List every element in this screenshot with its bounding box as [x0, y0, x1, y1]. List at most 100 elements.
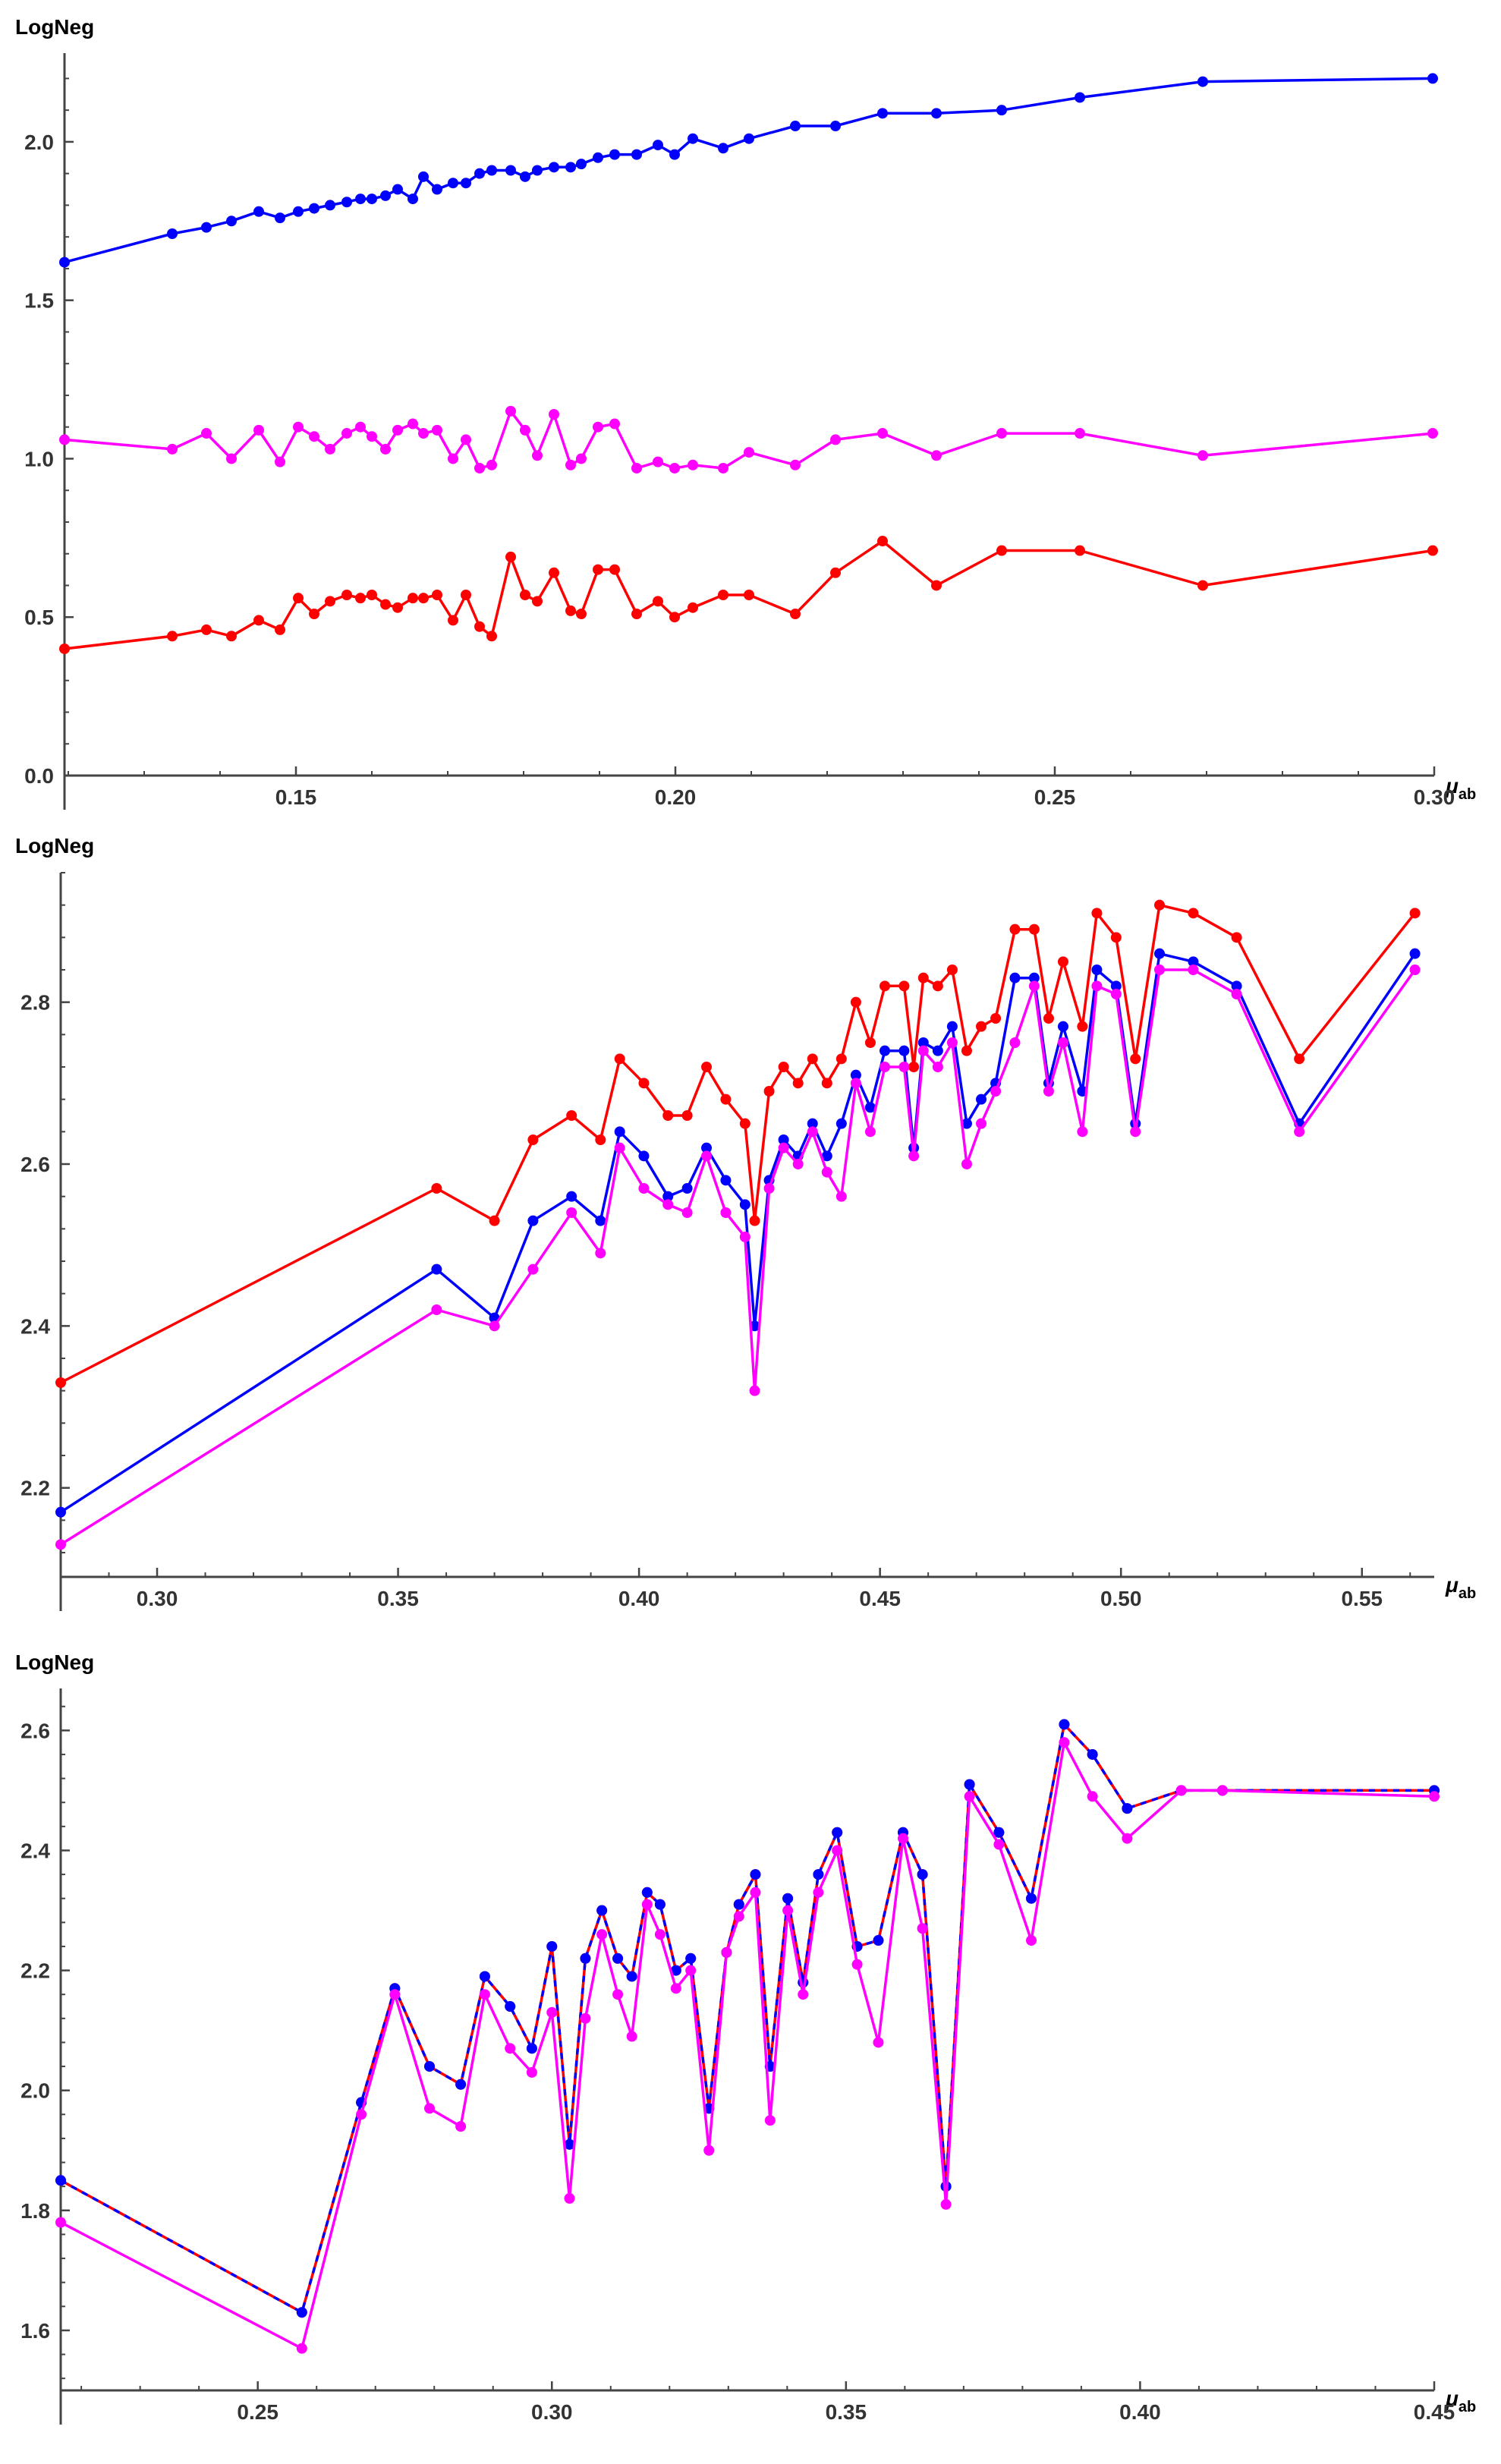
x-tick-label: 0.55	[1341, 1587, 1383, 1610]
data-point	[293, 206, 304, 217]
data-point	[932, 1045, 943, 1056]
series-line	[60, 968, 1417, 1546]
data-point	[720, 1175, 732, 1186]
data-point	[778, 1062, 789, 1072]
data-point	[1429, 1791, 1440, 1802]
data-point	[763, 1086, 775, 1097]
data-point	[908, 1062, 920, 1072]
data-point	[1057, 956, 1068, 968]
data-point	[614, 1142, 625, 1153]
data-point	[669, 149, 680, 160]
data-point	[764, 2115, 776, 2126]
data-point	[431, 1183, 442, 1194]
data-point	[527, 1134, 539, 1145]
data-point	[1231, 980, 1242, 992]
chart-panel-3: LogNeg μab 0.25 0.30 0.35 0.40 0.45 1.6 1.8 2.0…	[15, 1651, 1476, 2425]
data-point	[813, 1887, 824, 1898]
data-point	[898, 1045, 910, 1056]
data-point	[55, 1377, 66, 1388]
data-point	[474, 621, 485, 632]
data-point	[392, 424, 403, 436]
data-point	[418, 593, 429, 604]
data-point	[721, 1946, 732, 1958]
data-point	[1231, 932, 1242, 943]
data-point	[226, 453, 237, 464]
data-point	[990, 1086, 1002, 1097]
data-point	[565, 605, 576, 616]
data-point	[580, 2012, 591, 2024]
data-point	[821, 1166, 832, 1178]
data-point	[1122, 1833, 1133, 1844]
data-point	[1057, 1037, 1068, 1048]
y-tick-label: 1.5	[24, 289, 54, 313]
data-point	[807, 1053, 818, 1065]
data-point	[631, 149, 642, 160]
data-point	[996, 105, 1007, 116]
data-point	[595, 1248, 606, 1259]
data-point	[461, 178, 471, 189]
y-tick-label: 2.6	[20, 1719, 50, 1742]
x-tick-label: 0.30	[137, 1587, 178, 1610]
series-line	[60, 952, 1417, 1514]
series-line	[64, 410, 1433, 470]
data-point	[505, 2043, 516, 2054]
data-point	[489, 1320, 500, 1332]
data-point	[253, 206, 264, 217]
data-point	[750, 1869, 761, 1880]
data-point	[486, 631, 497, 642]
y-tick-label: 1.8	[20, 2199, 50, 2223]
data-point	[532, 596, 543, 607]
data-point	[931, 450, 942, 461]
data-point	[1110, 989, 1122, 999]
data-point	[486, 459, 497, 470]
chart-panel-2: LogNeg μab 0.30 0.35 0.40 0.45 0.50 0.55 2.2 2.…	[15, 834, 1476, 1611]
data-point	[790, 609, 801, 620]
x-axis-title: μab	[1445, 774, 1476, 803]
data-point	[964, 1791, 975, 1802]
data-point	[681, 1207, 693, 1218]
data-point	[638, 1150, 650, 1162]
data-point	[688, 133, 698, 144]
data-point	[685, 1953, 697, 1964]
data-point	[641, 1887, 653, 1898]
data-point	[1197, 76, 1208, 87]
data-point	[701, 1150, 713, 1162]
data-point	[505, 405, 516, 417]
data-point	[790, 121, 801, 132]
data-point	[1427, 545, 1438, 556]
data-point	[253, 615, 264, 626]
data-point	[448, 615, 458, 626]
data-point	[1154, 965, 1165, 975]
data-point	[946, 1021, 958, 1032]
data-point	[701, 1062, 713, 1072]
data-point	[565, 162, 576, 173]
data-point	[749, 1215, 760, 1226]
series-line	[64, 77, 1433, 264]
data-point	[55, 2175, 66, 2186]
x-axis-title: μab	[1445, 2387, 1476, 2415]
data-point	[431, 1263, 442, 1275]
data-point	[720, 1207, 732, 1218]
data-point	[931, 108, 942, 119]
x-axis-title: μab	[1445, 1573, 1476, 1602]
data-point	[1175, 1785, 1187, 1796]
data-point	[877, 536, 888, 547]
data-point	[851, 1959, 863, 1970]
x-tick-label: 0.15	[275, 785, 317, 809]
data-point	[638, 1078, 650, 1089]
data-point	[309, 431, 319, 442]
data-point	[739, 1118, 750, 1129]
data-point	[733, 1899, 744, 1910]
data-point	[380, 443, 391, 455]
data-point	[1091, 980, 1103, 992]
y-tick-label: 2.0	[24, 131, 54, 154]
data-point	[1087, 1748, 1098, 1760]
data-point	[424, 2103, 436, 2114]
data-point	[167, 228, 178, 239]
data-point	[59, 434, 70, 445]
data-point	[296, 2343, 307, 2354]
data-point	[1188, 965, 1199, 975]
data-point	[898, 1833, 909, 1844]
x-tick-label: 0.50	[1100, 1587, 1142, 1610]
data-point	[275, 212, 285, 224]
